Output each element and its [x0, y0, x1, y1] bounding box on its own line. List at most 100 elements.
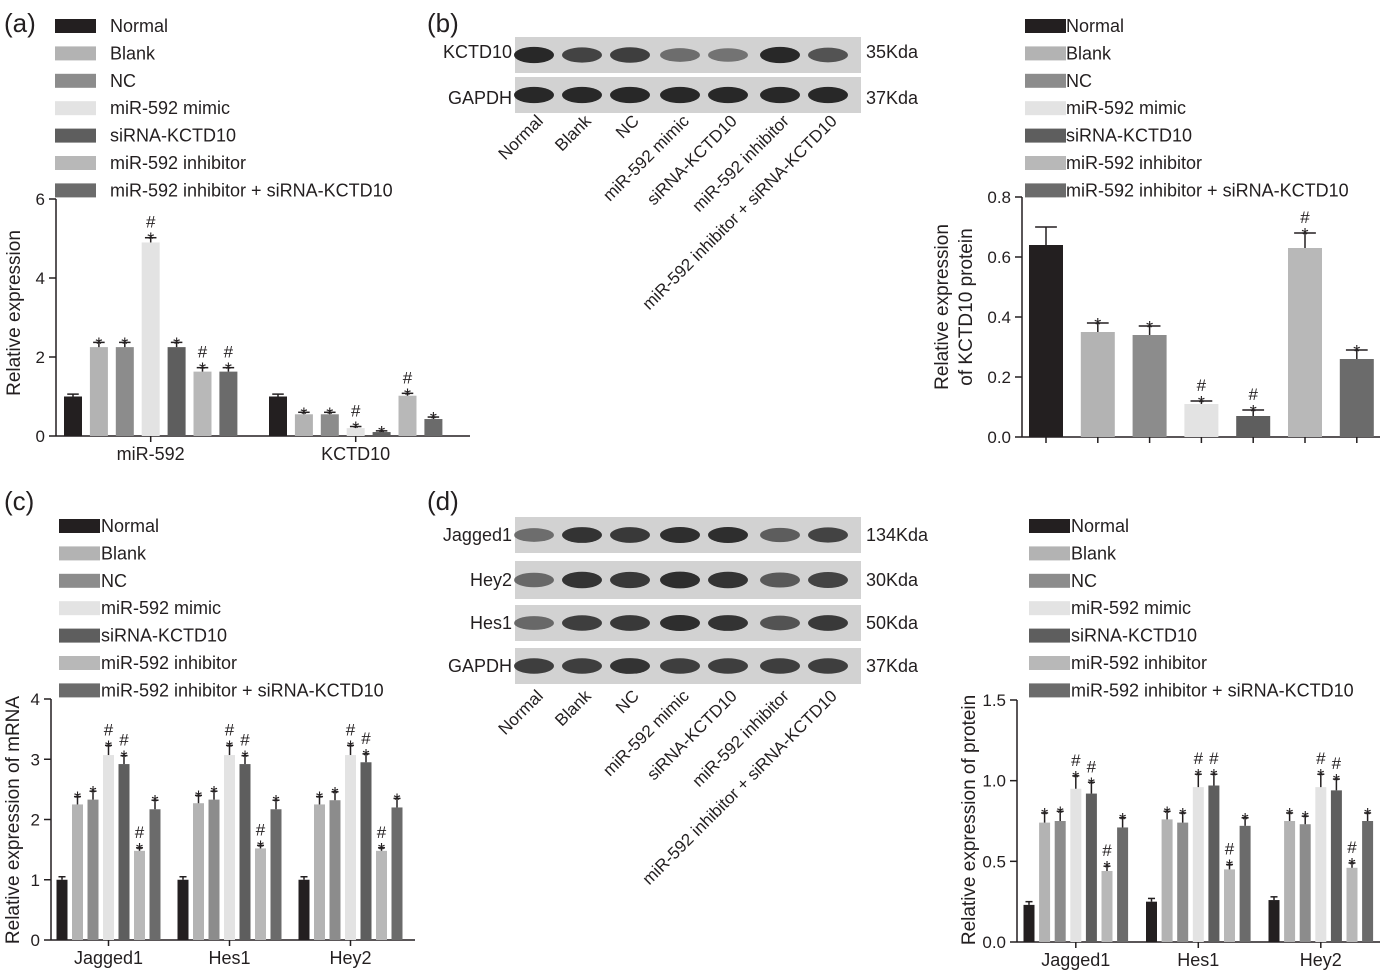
significance-hash: #	[403, 368, 413, 387]
lane-label: Blank	[551, 686, 595, 730]
x-tick-label: Jagged1	[1041, 950, 1110, 970]
legend-label: miR-592 inhibitor + siRNA-KCTD10	[101, 680, 384, 700]
bar	[1288, 248, 1322, 437]
blot-band	[660, 526, 700, 544]
bar	[1284, 821, 1296, 942]
legend-label: siRNA-KCTD10	[1071, 626, 1197, 646]
bar	[372, 432, 391, 436]
legend-label: miR-592 inhibitor	[1071, 653, 1207, 673]
blot-d-row-size: 37Kda	[866, 656, 919, 676]
significance-star: *	[1195, 766, 1202, 786]
blot-d-row-size: 134Kda	[866, 525, 929, 545]
legend-swatch	[59, 519, 100, 533]
legend-swatch	[1025, 156, 1066, 170]
significance-star: *	[257, 837, 264, 857]
bar	[1085, 793, 1097, 942]
legend-swatch	[55, 46, 96, 61]
y-tick-label: 1	[31, 871, 40, 890]
significance-hash: #	[256, 820, 266, 839]
bar	[1362, 821, 1374, 942]
x-tick-label: Hes1	[1177, 950, 1219, 970]
legend-label: Normal	[101, 516, 159, 536]
significance-star: *	[210, 783, 217, 803]
significance-star: *	[316, 789, 323, 809]
significance-hash: #	[224, 343, 234, 362]
y-tick-label: 0.5	[982, 852, 1006, 871]
blot-band	[808, 47, 848, 63]
significance-star: *	[1353, 342, 1360, 362]
significance-star: *	[352, 419, 359, 439]
significance-star: *	[1179, 805, 1186, 825]
legend-swatch	[1029, 683, 1070, 698]
significance-star: *	[89, 783, 96, 803]
blot-b-row-label: GAPDH	[448, 88, 512, 108]
blot-b-row-label: KCTD10	[443, 42, 512, 62]
blot-band	[660, 614, 700, 632]
legend-label: miR-592 inhibitor + siRNA-KCTD10	[1066, 180, 1349, 200]
significance-star: *	[74, 789, 81, 809]
legend-label: miR-592 inhibitor	[110, 153, 246, 173]
blot-band	[708, 658, 748, 674]
significance-star: *	[1072, 768, 1079, 788]
blot-band	[514, 46, 554, 64]
bar	[1330, 790, 1342, 942]
significance-star: *	[1226, 857, 1233, 877]
bar	[72, 804, 83, 940]
y-tick-label: 0.2	[987, 368, 1011, 387]
bar	[149, 809, 161, 940]
significance-hash: #	[1316, 749, 1326, 768]
blot-band	[562, 86, 602, 104]
significance-hash: #	[346, 720, 356, 739]
bar	[320, 414, 339, 436]
ylabel-c: Relative expression of mRNA	[3, 696, 24, 944]
ylabel-b-line2: of KCTD10 protein	[956, 228, 977, 385]
significance-star: *	[120, 748, 127, 768]
blot-d-lane-labels: Normal Blank NC miR-592 mimic siRNA-KCTD…	[495, 686, 841, 889]
bar	[1070, 788, 1082, 942]
significance-hash: #	[1332, 754, 1342, 773]
legend-swatch	[59, 601, 100, 616]
significance-star: *	[1094, 315, 1101, 335]
significance-hash: #	[1209, 749, 1219, 768]
legend-label: NC	[110, 71, 136, 91]
significance-star: *	[404, 385, 411, 405]
significance-star: *	[1146, 318, 1153, 338]
lane-label: siRNA-KCTD10	[643, 111, 741, 209]
bar	[1268, 900, 1280, 942]
bar	[345, 755, 356, 940]
significance-hash: #	[377, 823, 387, 842]
bar	[64, 396, 82, 436]
significance-hash: #	[1347, 838, 1357, 857]
significance-star: *	[1301, 225, 1308, 245]
bar	[56, 879, 68, 940]
blot-d-row-size: 50Kda	[866, 613, 919, 633]
bar	[219, 371, 238, 436]
legend-label: Blank	[110, 43, 156, 63]
significance-star: *	[173, 334, 180, 354]
legend-swatch	[1029, 601, 1070, 616]
significance-star: *	[1364, 805, 1371, 825]
y-tick-label: 0	[31, 931, 40, 950]
blot-band	[562, 658, 602, 674]
blot-b-row-size: 37Kda	[866, 88, 919, 108]
blot-band	[660, 48, 700, 62]
blot-d-row-size: 30Kda	[866, 570, 919, 590]
blot-band	[760, 86, 800, 104]
bar	[177, 879, 189, 940]
bar	[1146, 901, 1157, 942]
significance-star: *	[151, 792, 158, 812]
legend-label: Blank	[101, 543, 147, 563]
significance-star: *	[272, 792, 279, 812]
significance-hash: #	[146, 213, 156, 232]
bar	[376, 850, 387, 940]
bar	[294, 414, 313, 436]
significance-hash: #	[1225, 840, 1235, 859]
significance-hash: #	[198, 343, 208, 362]
lane-label: Blank	[551, 111, 595, 155]
y-tick-label: 6	[36, 190, 45, 209]
blot-band	[610, 571, 650, 589]
blot-band	[808, 658, 848, 674]
bar	[103, 755, 114, 940]
significance-star: *	[199, 360, 206, 380]
